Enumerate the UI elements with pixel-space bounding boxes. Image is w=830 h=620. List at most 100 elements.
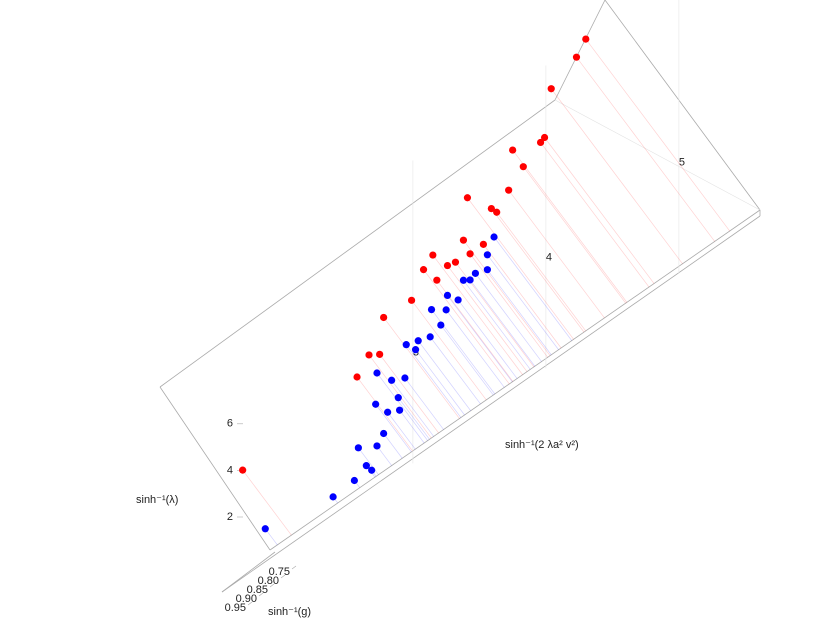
- drop-line: [487, 254, 559, 350]
- drop-line: [540, 142, 650, 288]
- point: [394, 394, 402, 402]
- point: [380, 429, 388, 438]
- point: [350, 476, 358, 485]
- drop-line: [383, 433, 403, 459]
- box: [159, 0, 761, 593]
- point: [380, 313, 388, 322]
- point: [384, 408, 392, 416]
- point: [487, 205, 495, 213]
- point: [572, 53, 581, 61]
- drop-line: [523, 166, 626, 304]
- drop-line: [493, 236, 573, 341]
- drop-line: [379, 354, 439, 434]
- point: [459, 236, 468, 244]
- drop-line: [440, 324, 494, 396]
- point: [519, 163, 527, 171]
- drop-line: [576, 56, 715, 242]
- drop-line: [467, 197, 574, 340]
- point: [540, 133, 549, 142]
- drop-line: [469, 279, 536, 367]
- drop-line: [491, 208, 585, 333]
- drop-line: [508, 189, 605, 319]
- point: [373, 369, 381, 377]
- point: [483, 251, 491, 259]
- z-tick-label: 0.95: [225, 602, 246, 614]
- point: [239, 466, 247, 474]
- drop-line: [404, 377, 444, 430]
- point: [443, 291, 452, 300]
- drop-line: [429, 336, 481, 405]
- point: [582, 35, 590, 43]
- drop-line: [544, 137, 655, 284]
- point: [396, 406, 404, 414]
- point: [373, 442, 381, 450]
- drop-line: [415, 349, 465, 416]
- z-axis-label: sinh⁻¹(g): [268, 606, 311, 618]
- drop-line: [463, 280, 531, 370]
- point: [401, 374, 409, 382]
- drop-line: [512, 149, 628, 303]
- point: [429, 251, 437, 259]
- tick-mark: [291, 565, 297, 570]
- point: [411, 346, 420, 354]
- drop-line: [445, 309, 505, 388]
- drop-line: [483, 244, 562, 349]
- point: [509, 146, 517, 154]
- point: [505, 186, 513, 194]
- point: [261, 525, 269, 533]
- drop-line: [487, 269, 552, 356]
- point: [442, 306, 450, 314]
- drop-line: [423, 269, 510, 385]
- point: [451, 258, 460, 266]
- drop-line: [496, 212, 586, 332]
- drop-line: [463, 239, 551, 356]
- point: [407, 296, 416, 304]
- y-tick-label: 4: [227, 464, 233, 476]
- point: [426, 333, 434, 341]
- point: [466, 250, 474, 258]
- x-tick-label: 4: [546, 251, 552, 263]
- drop-line: [550, 88, 683, 265]
- drop-line: [469, 253, 548, 358]
- tick-mark: [247, 601, 253, 606]
- drop-line: [391, 380, 434, 437]
- drop-line: [457, 299, 518, 379]
- drop-line: [376, 445, 392, 466]
- point: [437, 321, 445, 329]
- point: [419, 266, 428, 274]
- drop-line: [399, 410, 425, 444]
- point: [362, 462, 370, 470]
- drop-line: [376, 372, 428, 441]
- tick-mark: [269, 583, 275, 588]
- drop-line: [375, 404, 412, 453]
- point: [493, 208, 501, 216]
- point: [471, 269, 480, 277]
- point: [388, 376, 396, 384]
- drop-line: [383, 317, 460, 419]
- drop-line: [475, 273, 542, 362]
- tick-mark: [280, 574, 286, 579]
- drop-line: [405, 344, 462, 418]
- x-tick-label: 5: [679, 156, 685, 168]
- point: [433, 276, 441, 284]
- point: [329, 493, 337, 501]
- point: [402, 341, 410, 349]
- point: [483, 266, 491, 274]
- point: [443, 261, 452, 270]
- tick-mark: [258, 592, 264, 597]
- y-tick-label: 2: [227, 511, 233, 523]
- point: [372, 400, 380, 408]
- drop-line: [432, 254, 523, 375]
- drop-line: [242, 469, 292, 536]
- drop-line: [397, 397, 430, 440]
- point: [459, 276, 468, 284]
- point: [479, 240, 487, 248]
- point: [466, 276, 474, 284]
- point: [490, 233, 498, 241]
- point: [414, 337, 422, 345]
- drop-line: [387, 412, 416, 450]
- point: [365, 351, 373, 359]
- point: [547, 85, 555, 93]
- point: [536, 138, 545, 147]
